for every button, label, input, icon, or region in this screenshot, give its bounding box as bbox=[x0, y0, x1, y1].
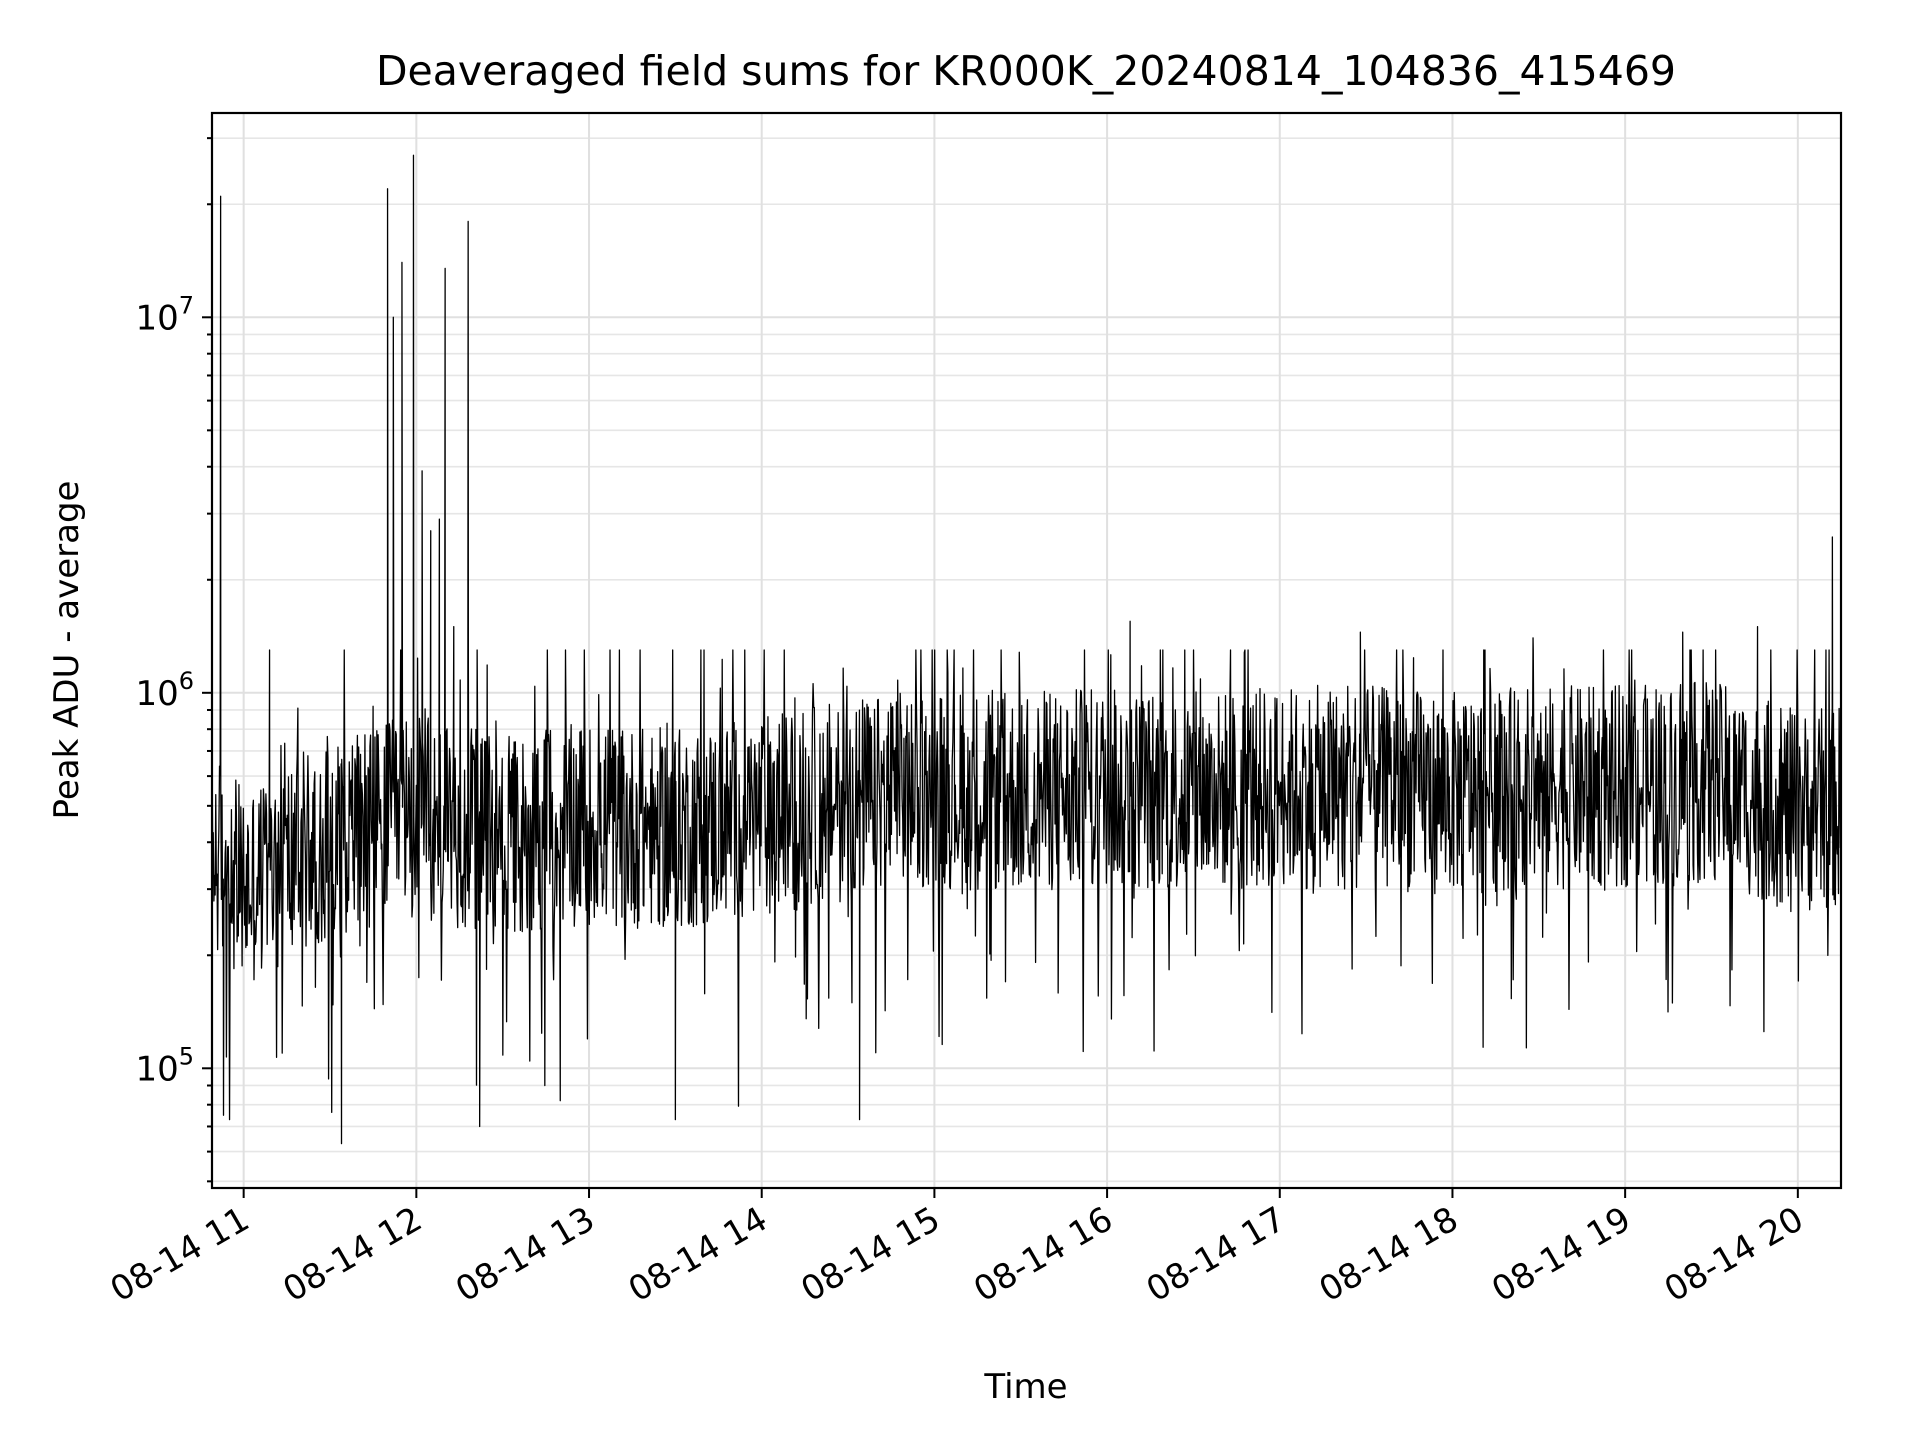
x-tick-label: 08-14 20 bbox=[1658, 1199, 1810, 1310]
y-tick-label: 107 bbox=[135, 291, 194, 338]
x-axis-label: Time bbox=[983, 1367, 1067, 1407]
chart-title: Deaveraged field sums for KR000K_2024081… bbox=[376, 47, 1676, 95]
x-tick-label: 08-14 14 bbox=[622, 1199, 774, 1310]
series-layer bbox=[211, 154, 1842, 1145]
y-axis-label: Peak ADU - average bbox=[47, 481, 87, 820]
x-tick-label: 08-14 12 bbox=[276, 1199, 428, 1310]
series-line bbox=[211, 154, 1842, 1145]
x-tick-label: 08-14 16 bbox=[967, 1199, 1119, 1310]
grid bbox=[212, 113, 1841, 1188]
x-tick-label: 08-14 13 bbox=[449, 1199, 601, 1310]
plot-frame bbox=[210, 111, 1843, 1190]
x-tick-label: 08-14 15 bbox=[795, 1199, 947, 1310]
x-tick-label: 08-14 17 bbox=[1140, 1199, 1292, 1310]
x-tick-label: 08-14 19 bbox=[1485, 1199, 1637, 1310]
x-tick-label: 08-14 11 bbox=[104, 1199, 256, 1310]
y-tick-label: 106 bbox=[135, 667, 194, 714]
x-tick-label: 08-14 18 bbox=[1313, 1199, 1465, 1310]
y-tick-label: 105 bbox=[135, 1042, 194, 1089]
